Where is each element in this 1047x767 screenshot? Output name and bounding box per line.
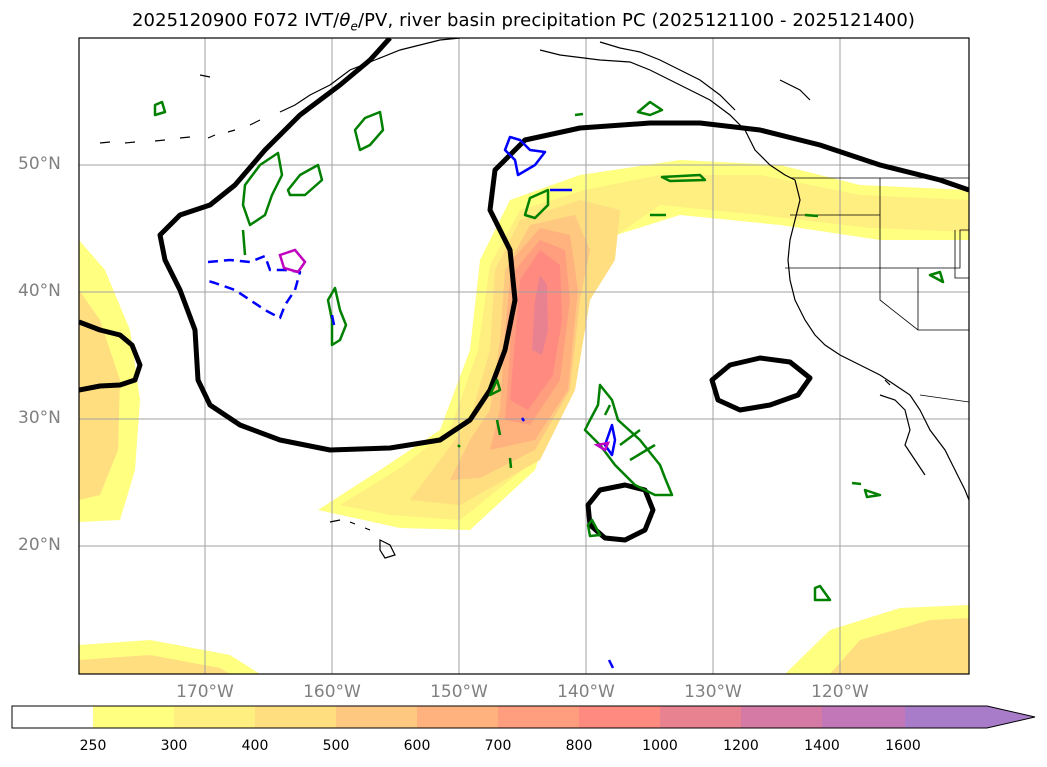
coastlines <box>99 38 969 559</box>
lon-label-130w: 130°W <box>684 682 742 702</box>
cb-swatch-5 <box>417 706 498 728</box>
cb-extend-arrow <box>905 706 1035 728</box>
lat-label-50n: 50°N <box>18 154 61 174</box>
cb-swatch-3 <box>255 706 336 728</box>
cb-tick-600: 600 <box>403 738 431 754</box>
theta-e-contours <box>79 38 969 543</box>
colorbar <box>11 705 1036 729</box>
ivt-band-1000 <box>532 275 548 355</box>
cb-swatch-9 <box>741 706 822 728</box>
pv-negative-contours <box>204 135 617 669</box>
cb-tick-250: 250 <box>79 738 107 754</box>
cb-swatch-2 <box>174 706 255 728</box>
lat-label-40n: 40°N <box>18 281 61 301</box>
ivt-south-west-inner <box>79 655 230 674</box>
cb-tick-1200: 1200 <box>723 738 759 754</box>
lat-label-30n: 30°N <box>18 408 61 428</box>
ivt-south-east-inner <box>830 618 969 674</box>
map-title: 2025120900 F072 IVT/θe/PV, river basin p… <box>131 10 916 34</box>
lat-label-20n: 20°N <box>18 535 61 555</box>
map-frame <box>78 37 970 675</box>
cb-tick-1600: 1600 <box>885 738 921 754</box>
cb-tick-800: 800 <box>565 738 593 754</box>
cb-swatch-0 <box>12 706 93 728</box>
ivt-west-blob-inner <box>79 290 120 500</box>
cb-outline <box>11 705 1036 729</box>
cb-swatch-10 <box>822 706 905 728</box>
cb-tick-700: 700 <box>484 738 512 754</box>
lon-label-140w: 140°W <box>557 682 615 702</box>
cb-tick-500: 500 <box>322 738 350 754</box>
cb-tick-400: 400 <box>241 738 269 754</box>
cb-tick-1000: 1000 <box>642 738 678 754</box>
cb-swatch-1 <box>93 706 174 728</box>
cb-tick-1400: 1400 <box>804 738 840 754</box>
lon-label-160w: 160°W <box>303 682 361 702</box>
cb-swatch-6 <box>498 706 579 728</box>
cb-swatch-7 <box>579 706 660 728</box>
cb-tick-300: 300 <box>160 738 188 754</box>
lon-label-150w: 150°W <box>430 682 488 702</box>
lon-label-120w: 120°W <box>811 682 869 702</box>
cb-swatch-8 <box>660 706 741 728</box>
lon-label-170w: 170°W <box>176 682 234 702</box>
cb-swatch-4 <box>336 706 417 728</box>
pv-contours <box>153 100 945 602</box>
pv-high-contours <box>278 248 611 452</box>
